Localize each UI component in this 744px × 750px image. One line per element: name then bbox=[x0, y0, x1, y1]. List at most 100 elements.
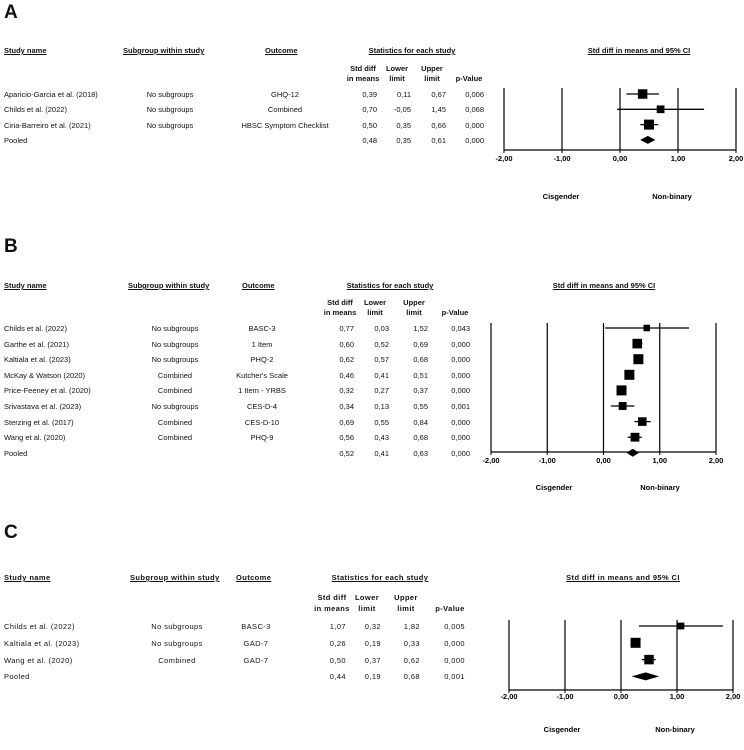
effect-size-marker bbox=[643, 324, 651, 332]
effect-size-marker bbox=[630, 637, 641, 648]
lower-limit-value: 0,37 bbox=[364, 655, 381, 665]
header-study-name: Study name bbox=[4, 573, 51, 582]
subgroup-value: No subgroups bbox=[151, 355, 199, 365]
effect-size-marker bbox=[630, 432, 640, 442]
favors-nonbinary-label: Non-binary bbox=[655, 725, 695, 734]
outcome-value: GAD-7 bbox=[243, 638, 269, 648]
x-tick-label: 2,00 bbox=[726, 692, 741, 701]
subgroup-value: No subgroups bbox=[151, 324, 199, 333]
effect-size-marker bbox=[644, 654, 654, 665]
p-value: 0,001 bbox=[451, 402, 470, 411]
header-outcome: Outcome bbox=[265, 46, 298, 55]
outcome-value: BASC-3 bbox=[241, 622, 271, 631]
col-upper: Upper bbox=[403, 298, 425, 307]
effect-size-marker bbox=[624, 369, 635, 380]
outcome-value: GHQ-12 bbox=[271, 90, 299, 99]
p-value: 0,000 bbox=[451, 433, 470, 443]
lower-limit-value: 0,35 bbox=[396, 120, 411, 130]
effect-size-marker bbox=[677, 622, 685, 630]
lower-limit-value: 0,41 bbox=[374, 448, 389, 458]
col-std-diff: Std diff bbox=[317, 593, 347, 602]
lower-limit-value: 0,19 bbox=[364, 672, 381, 682]
upper-limit-value: 0,67 bbox=[431, 90, 446, 99]
std-diff-value: 0,46 bbox=[339, 370, 354, 380]
p-value: 0,000 bbox=[444, 655, 465, 665]
col-std-diff-2: in means bbox=[346, 74, 380, 83]
col-upper-2: limit bbox=[406, 308, 422, 317]
p-value: 0,000 bbox=[444, 638, 465, 648]
x-tick-label: 0,00 bbox=[596, 456, 611, 465]
upper-limit-value: 0,55 bbox=[413, 402, 428, 411]
outcome-value: CES-D-10 bbox=[244, 417, 280, 427]
outcome-value: 1 Item - YRBS bbox=[238, 386, 286, 396]
header-study-name: Study name bbox=[4, 46, 47, 55]
study-name: Childs et al. (2022) bbox=[4, 622, 75, 631]
upper-limit-value: 0,68 bbox=[413, 355, 428, 365]
col-p-value: p-Value bbox=[435, 604, 465, 613]
upper-limit-value: 0,63 bbox=[413, 448, 428, 458]
pooled-diamond bbox=[640, 135, 656, 144]
std-diff-value: 0,77 bbox=[339, 324, 354, 333]
forest-panel-b: B Study name Subgroup within study Outcome S… bbox=[0, 232, 744, 492]
std-diff-value: 0,60 bbox=[339, 339, 354, 349]
p-value: 0,000 bbox=[451, 339, 470, 349]
x-tick-label: -1,00 bbox=[556, 692, 573, 701]
col-upper: Upper bbox=[394, 593, 418, 602]
lower-limit-value: 0,35 bbox=[396, 135, 411, 145]
header-statistics: Statistics for each study bbox=[331, 573, 429, 582]
p-value: 0,000 bbox=[465, 135, 484, 145]
p-value: 0,068 bbox=[465, 105, 484, 115]
subgroup-value: No subgroups bbox=[151, 638, 203, 648]
lower-limit-value: 0,13 bbox=[374, 402, 389, 411]
subgroup-value: No subgroups bbox=[151, 339, 199, 349]
col-lower: Lower bbox=[354, 593, 380, 602]
favors-cisgender-label: Cisgender bbox=[543, 192, 580, 201]
effect-size-marker bbox=[637, 89, 648, 99]
p-value: 0,000 bbox=[451, 370, 470, 380]
header-statistics: Statistics for each study bbox=[346, 281, 434, 290]
effect-size-marker bbox=[632, 338, 643, 349]
favors-nonbinary-label: Non-binary bbox=[640, 483, 680, 492]
std-diff-value: 0,56 bbox=[339, 433, 354, 443]
col-p-value: p-Value bbox=[455, 74, 483, 83]
upper-limit-value: 0,69 bbox=[413, 339, 428, 349]
lower-limit-value: 0,55 bbox=[374, 417, 389, 427]
subgroup-value: No subgroups bbox=[151, 622, 203, 631]
std-diff-value: 0,69 bbox=[339, 417, 354, 427]
upper-limit-value: 1,52 bbox=[413, 324, 428, 333]
panel-letter: A bbox=[4, 2, 18, 23]
upper-limit-value: 0,66 bbox=[431, 120, 446, 130]
header-outcome: Outcome bbox=[242, 281, 275, 290]
panel-letter: B bbox=[4, 236, 18, 257]
x-tick-label: 1,00 bbox=[652, 456, 667, 465]
lower-limit-value: 0,03 bbox=[374, 324, 389, 333]
col-std-diff: Std diff bbox=[350, 64, 376, 73]
outcome-value: Kutcher's Scale bbox=[236, 370, 288, 380]
x-tick-label: -2,00 bbox=[500, 692, 517, 701]
outcome-value: BASC-3 bbox=[248, 324, 276, 333]
col-upper: Upper bbox=[421, 64, 443, 73]
p-value: 0,043 bbox=[451, 324, 470, 333]
header-plot-title: Std diff in means and 95% CI bbox=[552, 281, 656, 290]
lower-limit-value: 0,52 bbox=[374, 339, 389, 349]
subgroup-value: Combined bbox=[157, 386, 193, 396]
p-value: 0,001 bbox=[444, 672, 465, 682]
upper-limit-value: 1,45 bbox=[431, 105, 446, 115]
col-upper-2: limit bbox=[397, 604, 415, 613]
forest-plot-svg: -2,00 -1,00 0,00 1,00 2,00 Cisgender Non-binar… bbox=[482, 323, 723, 492]
subgroup-value: Combined bbox=[157, 417, 193, 427]
outcome-value: PHQ-2 bbox=[250, 355, 274, 365]
forest-plot-svg: -2,00 -1,00 0,00 1,00 2,00 Cisgender Non-binar… bbox=[495, 88, 743, 201]
study-name: Wang et al. (2020) bbox=[4, 433, 66, 443]
study-name: Childs et al. (2022) bbox=[4, 324, 67, 333]
p-value: 0,000 bbox=[451, 355, 470, 365]
pooled-diamond bbox=[626, 448, 639, 457]
effect-size-marker bbox=[638, 417, 647, 426]
std-diff-value: 0,62 bbox=[339, 355, 354, 365]
x-tick-label: -2,00 bbox=[495, 154, 512, 163]
study-name: Srivastava et al. (2023) bbox=[4, 402, 82, 411]
upper-limit-value: 0,61 bbox=[431, 135, 446, 145]
study-name: Price-Feeney et al. (2020) bbox=[4, 386, 91, 396]
col-lower-2: limit bbox=[389, 74, 405, 83]
std-diff-value: 0,70 bbox=[362, 105, 377, 115]
